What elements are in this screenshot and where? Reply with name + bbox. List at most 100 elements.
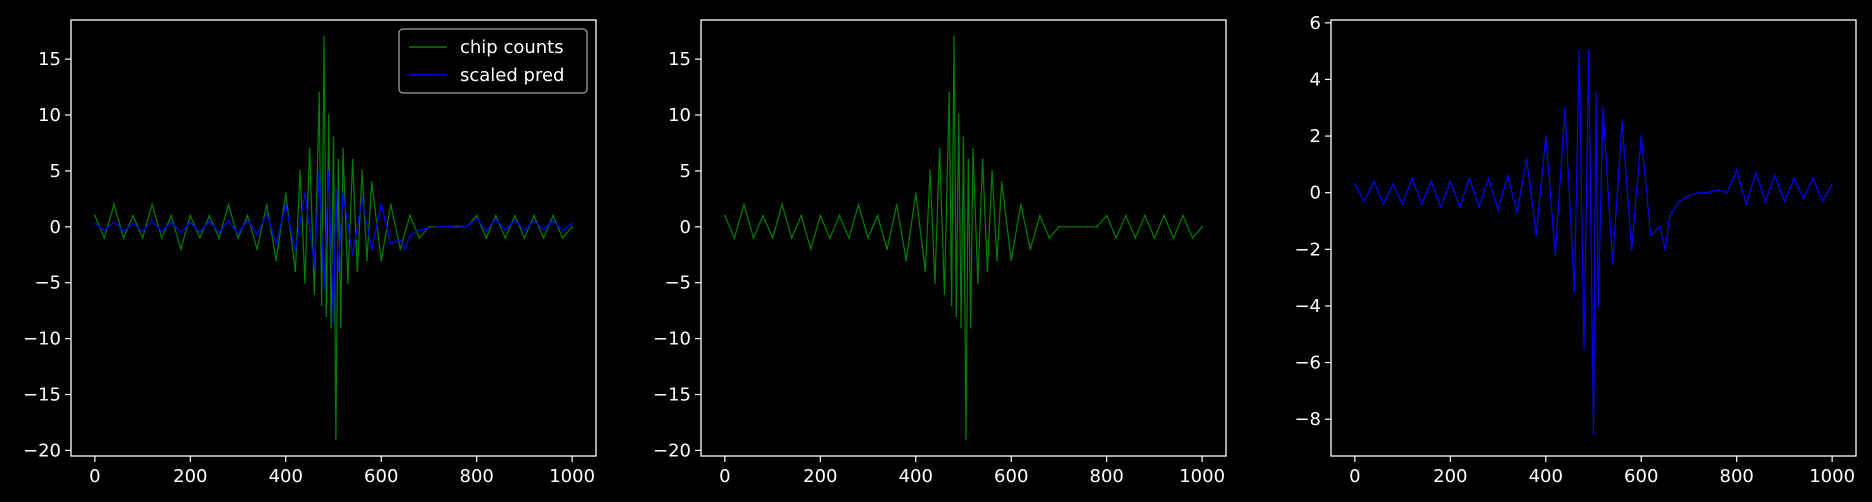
data-point [132,214,134,217]
data-point [943,293,946,295]
data-point [237,237,239,239]
data-point [552,220,554,223]
data-point [1630,248,1633,251]
x-tick-label: 200 [173,466,207,487]
data-point [895,203,898,206]
data-point [1201,225,1203,228]
data-point [351,253,354,256]
data-point [1783,200,1786,203]
y-tick-label: 0 [50,217,61,238]
data-point [991,170,993,172]
data-point [94,222,96,225]
data-point [189,214,192,217]
data-point [986,270,989,273]
data-point [313,265,316,267]
data-point [965,438,967,441]
data-point [380,259,383,262]
data-point [1688,194,1690,197]
data-point [800,214,803,217]
data-point [552,214,554,217]
data-point [1019,203,1022,206]
data-point [1735,169,1738,172]
data-point [275,242,278,245]
y-tick-label: 4 [1310,69,1321,90]
x-tick-label: 1000 [549,466,595,487]
data-point [1077,225,1079,228]
axes-frame [700,19,1227,457]
data-point [1487,177,1490,180]
data-point [1163,214,1165,217]
data-point [485,237,488,239]
series-line-chip-counts [94,36,573,440]
data-point [1478,206,1480,208]
x-tick-label: 800 [1720,466,1754,487]
data-point [1516,211,1518,214]
chart-panel-3: 0 200 400 600 800 1000 −8 −6 −4 −2 0 2 4 6 [1294,13,1857,487]
x-tick-label: 1000 [1179,466,1225,487]
data-point [929,170,931,172]
data-point [284,192,287,195]
data-point [1525,157,1528,160]
data-point [189,221,192,224]
data-point [561,237,564,239]
data-point [1010,259,1013,262]
data-point [1382,203,1385,205]
data-point [335,438,337,441]
data-point [1764,200,1767,203]
data-point [1039,214,1041,217]
data-point [996,259,998,262]
data-point [960,326,962,329]
y-tick-label: 6 [1310,13,1321,34]
data-point [1086,225,1089,228]
data-point [323,35,325,38]
data-point [179,231,182,234]
chart-panel-2: 0 200 400 600 800 1000 −20 −15 −10 −5 0 5 10 15 [653,19,1227,487]
data-point [113,203,115,206]
x-tick-label: 0 [1349,466,1360,487]
data-point [1697,191,1700,194]
data-point [141,237,144,239]
data-point [1793,177,1795,180]
data-point [227,220,230,223]
data-point [361,170,363,172]
data-point [1640,135,1643,138]
x-tick-label: 0 [719,466,730,487]
data-point [1649,234,1652,237]
data-point [1716,189,1719,191]
data-point [967,158,970,161]
data-point [437,225,440,228]
y-tick-label: −6 [1294,353,1321,374]
data-point [330,326,332,329]
data-point [1048,237,1051,239]
data-point [1597,305,1600,307]
data-point [1831,183,1833,186]
data-point [332,136,335,139]
data-point [542,228,545,231]
data-point [1153,237,1156,239]
data-point [337,270,340,273]
data-point [122,237,125,239]
data-point [339,326,342,329]
data-point [514,219,516,222]
data-point [1401,203,1404,205]
data-point [1554,254,1557,256]
data-point [246,219,249,222]
data-point [1664,248,1666,251]
data-point [246,214,249,217]
data-point [327,114,330,116]
data-point [151,220,154,223]
x-tick-label: 400 [269,466,303,487]
legend-label: scaled pred [460,65,564,86]
y-tick-label: 15 [668,49,691,70]
data-point [1058,225,1060,228]
y-tick-label: −20 [653,440,691,461]
data-point [1134,237,1137,239]
data-point [313,293,316,295]
plot-area [724,35,1203,441]
data-point [1544,135,1547,138]
data-point [1621,121,1623,123]
x-tick-label: 600 [994,466,1028,487]
data-point [504,237,507,239]
data-point [294,270,297,273]
data-point [485,230,488,233]
